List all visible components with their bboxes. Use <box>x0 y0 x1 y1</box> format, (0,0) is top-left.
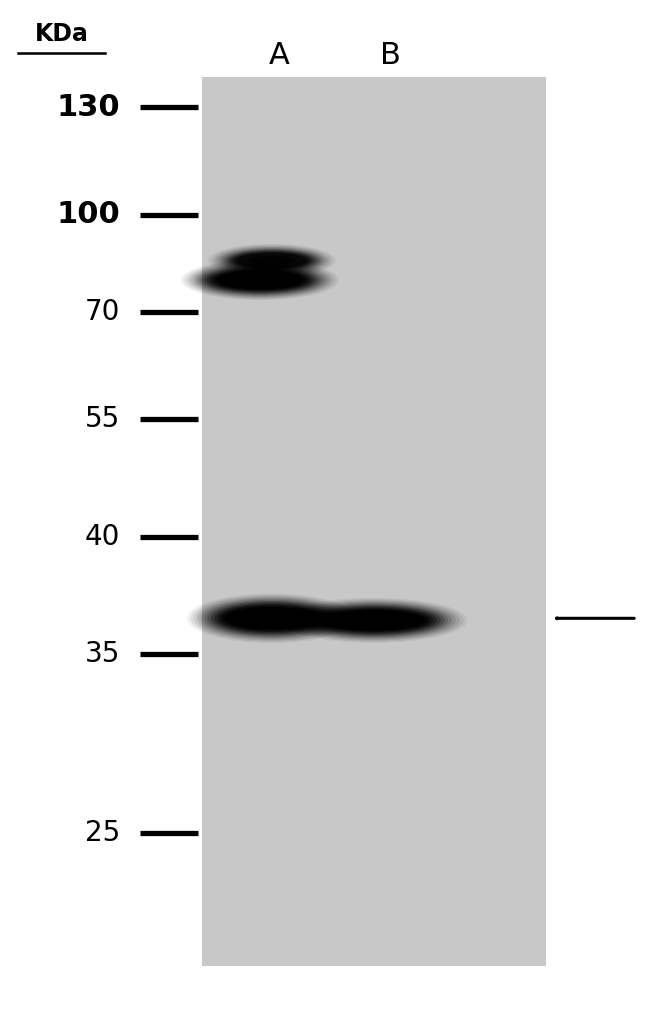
Ellipse shape <box>204 600 339 637</box>
Ellipse shape <box>211 602 333 635</box>
Text: 130: 130 <box>57 93 120 122</box>
Ellipse shape <box>303 605 445 636</box>
Ellipse shape <box>187 594 356 643</box>
Ellipse shape <box>288 600 460 641</box>
Ellipse shape <box>220 248 323 273</box>
Ellipse shape <box>213 270 307 290</box>
Ellipse shape <box>225 607 318 630</box>
Ellipse shape <box>231 275 289 285</box>
Text: KDa: KDa <box>35 22 88 46</box>
Text: 55: 55 <box>85 405 120 433</box>
Ellipse shape <box>194 596 350 641</box>
Ellipse shape <box>181 260 339 300</box>
Ellipse shape <box>241 611 302 625</box>
Text: 35: 35 <box>85 640 120 668</box>
Ellipse shape <box>203 267 317 293</box>
Text: 100: 100 <box>57 200 120 229</box>
Ellipse shape <box>190 263 330 297</box>
Ellipse shape <box>200 266 320 294</box>
Ellipse shape <box>197 597 346 640</box>
Bar <box>202 77 546 966</box>
Ellipse shape <box>231 251 313 270</box>
Ellipse shape <box>280 598 467 643</box>
Ellipse shape <box>207 601 336 636</box>
Text: 70: 70 <box>85 297 120 326</box>
Ellipse shape <box>291 601 456 640</box>
Ellipse shape <box>322 610 426 631</box>
Ellipse shape <box>295 602 452 639</box>
Text: 40: 40 <box>85 522 120 551</box>
Ellipse shape <box>187 262 333 298</box>
Ellipse shape <box>236 252 307 268</box>
Ellipse shape <box>228 250 315 271</box>
Ellipse shape <box>311 607 437 634</box>
Ellipse shape <box>340 614 408 626</box>
Ellipse shape <box>218 605 326 632</box>
Ellipse shape <box>201 599 343 638</box>
Ellipse shape <box>318 609 430 632</box>
Ellipse shape <box>216 271 304 289</box>
Ellipse shape <box>314 608 434 633</box>
Ellipse shape <box>226 249 318 272</box>
Text: 25: 25 <box>85 819 120 847</box>
Ellipse shape <box>299 603 448 638</box>
Ellipse shape <box>218 247 326 274</box>
Ellipse shape <box>210 269 310 291</box>
Ellipse shape <box>194 264 326 296</box>
Text: A: A <box>269 41 290 69</box>
Text: B: B <box>380 41 400 69</box>
Ellipse shape <box>307 606 441 635</box>
Ellipse shape <box>215 246 328 275</box>
Ellipse shape <box>190 595 353 642</box>
Ellipse shape <box>213 245 331 276</box>
Ellipse shape <box>221 606 322 631</box>
Ellipse shape <box>223 248 320 273</box>
Ellipse shape <box>207 268 313 292</box>
Ellipse shape <box>248 256 295 265</box>
Ellipse shape <box>214 603 329 634</box>
Ellipse shape <box>210 244 333 277</box>
Ellipse shape <box>233 252 310 269</box>
Ellipse shape <box>197 265 323 295</box>
Ellipse shape <box>184 261 336 299</box>
Ellipse shape <box>284 599 463 642</box>
